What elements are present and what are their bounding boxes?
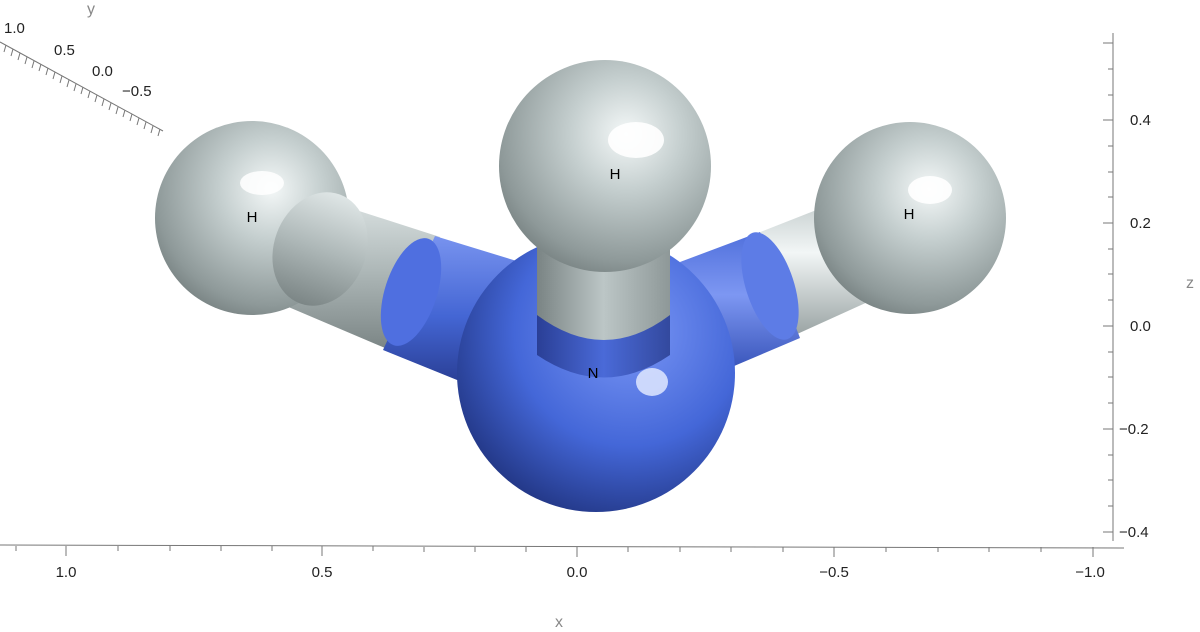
z-axis: 0.4 0.2 0.0 −0.2 −0.4 z — [1103, 33, 1194, 541]
y-axis-ticks — [3, 44, 161, 137]
specular-highlight — [608, 122, 664, 158]
atom-h2[interactable]: H — [499, 60, 711, 272]
z-tick-label: −0.2 — [1119, 421, 1149, 438]
x-tick-label: 0.5 — [312, 564, 333, 581]
y-tick-label: −0.5 — [122, 83, 152, 100]
atom-h1[interactable]: H — [155, 121, 383, 319]
x-tick-label: 0.0 — [567, 564, 588, 581]
y-tick-label: 0.5 — [54, 42, 75, 59]
atom-label-h2: H — [610, 166, 621, 183]
x-axis-line — [0, 544, 1125, 549]
y-axis-title: y — [87, 1, 95, 18]
z-axis-ticks — [1103, 42, 1113, 533]
atom-h3[interactable]: H — [814, 122, 1006, 314]
x-axis: 1.0 0.5 0.0 −0.5 −1.0 x — [0, 544, 1125, 631]
z-tick-label: 0.4 — [1130, 112, 1151, 129]
atom-label-h3: H — [904, 206, 915, 223]
atom-label-h1: H — [247, 209, 258, 226]
bond-n-h1-nitrogen-half — [383, 236, 520, 382]
x-axis-ticks — [15, 546, 1094, 557]
hydrogen-sphere — [814, 122, 1006, 314]
bond-h1-cap — [272, 192, 368, 306]
y-tick-label: 0.0 — [92, 63, 113, 80]
y-tick-label: 1.0 — [4, 20, 25, 37]
atom-label-n: N — [588, 365, 599, 382]
specular-highlight — [636, 368, 668, 396]
bond-n-h1-band — [380, 238, 442, 346]
x-tick-label: 1.0 — [56, 564, 77, 581]
y-axis-line — [0, 41, 164, 132]
y-axis: 1.0 0.5 0.0 −0.5 y — [0, 1, 164, 137]
z-tick-label: −0.4 — [1119, 524, 1149, 541]
x-tick-label: −0.5 — [819, 564, 849, 581]
specular-highlight — [908, 176, 952, 204]
z-tick-label: 0.2 — [1130, 215, 1151, 232]
x-tick-label: −1.0 — [1075, 564, 1105, 581]
z-axis-title: z — [1186, 275, 1194, 292]
ammonia-molecule[interactable]: H H H N — [155, 60, 1006, 512]
bond-n-h3-band — [741, 232, 799, 340]
specular-highlight — [240, 171, 284, 195]
z-tick-label: 0.0 — [1130, 318, 1151, 335]
x-axis-title: x — [555, 614, 563, 631]
hydrogen-sphere — [499, 60, 711, 272]
